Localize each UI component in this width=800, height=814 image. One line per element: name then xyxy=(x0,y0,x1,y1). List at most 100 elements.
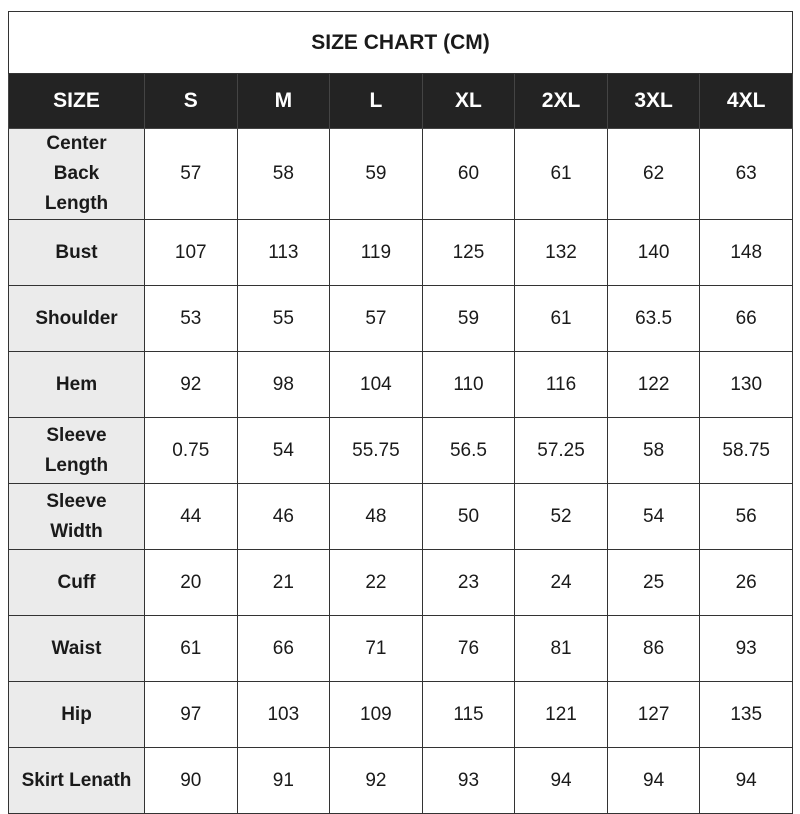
table-cell: 52 xyxy=(514,483,608,550)
table-cell: 66 xyxy=(236,615,331,682)
table-row: Shoulder 53 55 57 59 61 63.5 66 xyxy=(8,285,793,352)
table-cell: 81 xyxy=(514,615,608,682)
table-cell: 94 xyxy=(606,747,701,814)
table-cell: 63.5 xyxy=(606,285,701,352)
header-3xl: 3XL xyxy=(606,73,701,129)
table-cell: 115 xyxy=(421,681,516,748)
table-cell: 55.75 xyxy=(329,417,423,484)
table-cell: 122 xyxy=(606,351,701,418)
table-cell: 26 xyxy=(699,549,793,616)
table-cell: 23 xyxy=(421,549,516,616)
table-cell: 63 xyxy=(699,128,793,220)
table-row: Skirt Lenath 90 91 92 93 94 94 94 xyxy=(8,747,793,814)
row-label: Cuff xyxy=(8,549,145,616)
table-cell: 60 xyxy=(421,128,516,220)
table-cell: 22 xyxy=(329,549,423,616)
header-row: SIZE S M L XL 2XL 3XL 4XL xyxy=(8,73,793,129)
table-cell: 58.75 xyxy=(699,417,793,484)
table-cell: 48 xyxy=(329,483,423,550)
header-l: L xyxy=(329,73,423,129)
table-cell: 104 xyxy=(329,351,423,418)
header-m: M xyxy=(236,73,331,129)
table-cell: 66 xyxy=(699,285,793,352)
table-row: Center Back Length 57 58 59 60 61 62 63 xyxy=(8,128,793,220)
row-label: Hip xyxy=(8,681,145,748)
table-cell: 121 xyxy=(514,681,608,748)
table-cell: 97 xyxy=(144,681,238,748)
table-cell: 116 xyxy=(514,351,608,418)
row-label: Bust xyxy=(8,219,145,286)
table-cell: 127 xyxy=(606,681,701,748)
table-cell: 61 xyxy=(514,285,608,352)
table-row: Bust 107 113 119 125 132 140 148 xyxy=(8,219,793,286)
table-cell: 86 xyxy=(606,615,701,682)
table-cell: 57 xyxy=(329,285,423,352)
row-label: Sleeve Width xyxy=(8,483,145,550)
table-cell: 103 xyxy=(236,681,331,748)
header-2xl: 2XL xyxy=(514,73,608,129)
table-cell: 56 xyxy=(699,483,793,550)
table-cell: 140 xyxy=(606,219,701,286)
table-cell: 130 xyxy=(699,351,793,418)
table-cell: 113 xyxy=(236,219,331,286)
table-cell: 71 xyxy=(329,615,423,682)
table-cell: 61 xyxy=(144,615,238,682)
table-cell: 107 xyxy=(144,219,238,286)
row-label: Shoulder xyxy=(8,285,145,352)
table-cell: 119 xyxy=(329,219,423,286)
table-cell: 59 xyxy=(421,285,516,352)
table-cell: 20 xyxy=(144,549,238,616)
table-row: Waist 61 66 71 76 81 86 93 xyxy=(8,615,793,682)
table-cell: 132 xyxy=(514,219,608,286)
table-cell: 135 xyxy=(699,681,793,748)
table-row: Sleeve Width 44 46 48 50 52 54 56 xyxy=(8,483,793,550)
table-row: Hem 92 98 104 110 116 122 130 xyxy=(8,351,793,418)
header-size: SIZE xyxy=(8,73,145,129)
table-cell: 58 xyxy=(236,128,331,220)
table-cell: 61 xyxy=(514,128,608,220)
row-label: Center Back Length xyxy=(8,128,145,220)
title-row: SIZE CHART (CM) xyxy=(8,11,793,74)
header-s: S xyxy=(144,73,238,129)
table-cell: 98 xyxy=(236,351,331,418)
table-cell: 24 xyxy=(514,549,608,616)
table-cell: 46 xyxy=(236,483,331,550)
row-label: Waist xyxy=(8,615,145,682)
table-cell: 57.25 xyxy=(514,417,608,484)
table-cell: 21 xyxy=(236,549,331,616)
table-cell: 148 xyxy=(699,219,793,286)
table-cell: 59 xyxy=(329,128,423,220)
chart-title: SIZE CHART (CM) xyxy=(8,11,793,74)
row-label: Hem xyxy=(8,351,145,418)
table-cell: 56.5 xyxy=(421,417,516,484)
table-cell: 44 xyxy=(144,483,238,550)
table-cell: 57 xyxy=(144,128,238,220)
table-cell: 93 xyxy=(699,615,793,682)
table-cell: 54 xyxy=(236,417,331,484)
table-cell: 50 xyxy=(421,483,516,550)
table-cell: 94 xyxy=(699,747,793,814)
table-cell: 25 xyxy=(606,549,701,616)
header-xl: XL xyxy=(421,73,516,129)
table-row: Cuff 20 21 22 23 24 25 26 xyxy=(8,549,793,616)
table-cell: 110 xyxy=(421,351,516,418)
table-cell: 55 xyxy=(236,285,331,352)
row-label: Sleeve Length xyxy=(8,417,145,484)
table-row: Hip 97 103 109 115 121 127 135 xyxy=(8,681,793,748)
table-cell: 93 xyxy=(421,747,516,814)
header-4xl: 4XL xyxy=(699,73,793,129)
table-cell: 91 xyxy=(236,747,331,814)
table-cell: 90 xyxy=(144,747,238,814)
row-label: Skirt Lenath xyxy=(8,747,145,814)
table-cell: 0.75 xyxy=(144,417,238,484)
table-cell: 76 xyxy=(421,615,516,682)
table-cell: 62 xyxy=(606,128,701,220)
table-cell: 58 xyxy=(606,417,701,484)
table-cell: 94 xyxy=(514,747,608,814)
table-cell: 54 xyxy=(606,483,701,550)
size-chart-table: SIZE CHART (CM) SIZE S M L XL 2XL 3XL 4X… xyxy=(8,11,793,814)
table-cell: 92 xyxy=(144,351,238,418)
table-row: Sleeve Length 0.75 54 55.75 56.5 57.25 58 58.75 xyxy=(8,417,793,484)
table-cell: 125 xyxy=(421,219,516,286)
table-cell: 92 xyxy=(329,747,423,814)
